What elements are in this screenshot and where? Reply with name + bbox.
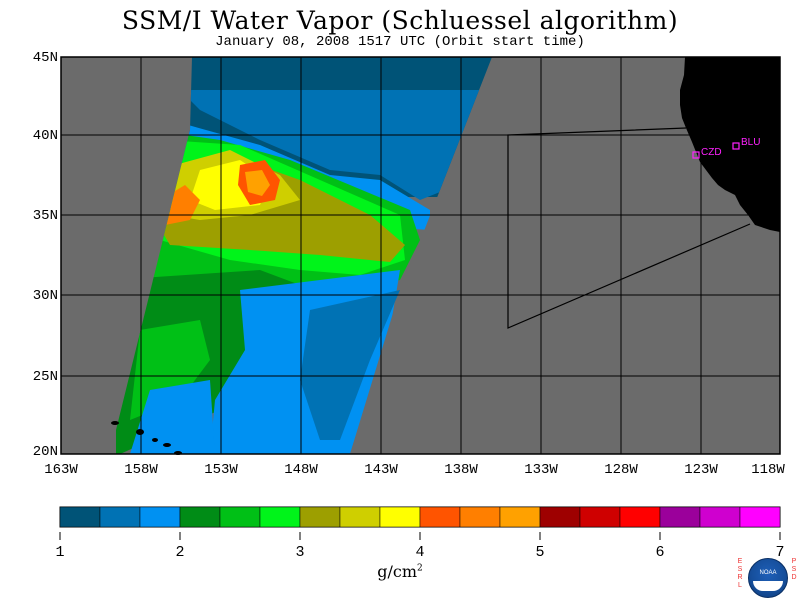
north-america-land [680,57,780,232]
map-title: SSM/I Water Vapor (Schluessel algorithm) [121,6,679,35]
colorbar-cell [99,506,141,528]
colorbar-label-7: 7 [775,544,785,561]
noaa-logo-icon [748,558,788,598]
lon-label-123w: 123W [684,462,718,478]
colorbar-cell [219,506,261,528]
colorbar-cell [299,506,341,528]
lat-label-40n: 40N [32,128,58,144]
colorbar-cell [619,506,661,528]
swath-band-moist-front [180,90,480,200]
gridlines [61,57,780,454]
colorbar-cell [139,506,181,528]
lat-label-20n: 20N [32,444,58,460]
colorbar-cell [59,506,101,528]
colorbar-cell [339,506,381,528]
colorbar [59,506,781,540]
station-czd-label: CZD [701,147,722,158]
colorbar-cell [459,506,501,528]
colorbar-ticks [59,532,781,540]
swath-band-amber [245,170,270,196]
map-frame [60,56,781,455]
lon-label-158w: 158W [124,462,158,478]
units-exponent: 2 [417,563,423,574]
lat-label-30n: 30N [32,288,58,304]
lon-label-138w: 138W [444,462,478,478]
colorbar-cell [539,506,581,528]
lon-label-143w: 143W [364,462,398,478]
units-text: g/cm [377,562,418,581]
lon-label-118w: 118W [751,462,785,478]
colorbar-units: g/cm2 [360,562,440,581]
colorbar-label-5: 5 [535,544,545,561]
logo-center-text: NOAA [759,570,777,576]
station-czd-marker [692,151,700,159]
colorbar-cell [179,506,221,528]
station-markers [692,142,740,159]
lon-label-133w: 133W [524,462,558,478]
colorbar-cell [419,506,461,528]
colorbar-label-6: 6 [655,544,665,561]
lon-label-163w: 163W [44,462,78,478]
colorbar-cell [499,506,541,528]
colorbar-label-4: 4 [415,544,425,561]
colorbar-cell [659,506,701,528]
colorbar-label-2: 2 [175,544,185,561]
station-blu-label: BLU [741,137,761,148]
lon-label-153w: 153W [204,462,238,478]
colorbar-cell [379,506,421,528]
lon-label-128w: 128W [604,462,638,478]
colorbar-cell [699,506,741,528]
colorbar-cell [739,506,781,528]
lat-label-45n: 45N [32,50,58,66]
colorbar-cell [259,506,301,528]
lat-label-35n: 35N [32,208,58,224]
colorbar-label-1: 1 [55,544,65,561]
colorbar-label-3: 3 [295,544,305,561]
station-blu-marker [732,142,740,150]
lat-label-25n: 25N [32,369,58,385]
map-subtitle: January 08, 2008 1517 UTC (Orbit start t… [215,34,585,50]
lon-label-148w: 148W [284,462,318,478]
swath-band-south-blue-patch [130,380,215,454]
swath-band-south-deep-blue [300,290,400,440]
flight-track [507,127,751,329]
colorbar-cell [579,506,621,528]
